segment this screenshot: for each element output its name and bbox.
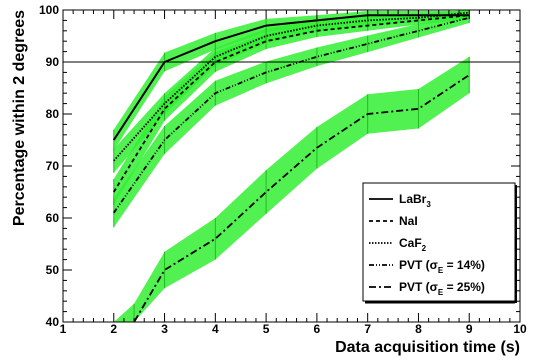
- legend-label-4: PVT (σE = 14%): [399, 258, 485, 275]
- legend-label-1: LaBr3: [399, 192, 431, 209]
- legend-label-3: CaF2: [399, 236, 427, 253]
- series-lines: [112, 11, 470, 322]
- x-tick-label: 9: [466, 322, 473, 336]
- x-tick-label: 8: [415, 322, 422, 336]
- y-tick-label: 50: [46, 263, 60, 277]
- y-tick-label: 100: [39, 3, 59, 17]
- y-axis-title: Percentage within 2 degrees: [11, 10, 28, 226]
- y-tick-label: 90: [46, 55, 60, 69]
- x-tick-label: 4: [212, 322, 219, 336]
- series-line-2: [113, 14, 470, 193]
- legend-label-2: NaI: [399, 214, 418, 228]
- series-line-3: [113, 11, 470, 162]
- x-tick-label: 5: [263, 322, 270, 336]
- error-band-4: [113, 12, 470, 228]
- legend-box: [362, 182, 516, 302]
- x-tick-label: 7: [364, 322, 371, 336]
- legend: LaBr3 NaI CaF2 PVT (σE = 14%) PVT (σE = 25%): [362, 182, 517, 304]
- error-band-3: [113, 10, 470, 173]
- y-tick-label: 80: [46, 107, 60, 121]
- x-tick-label: 3: [161, 322, 168, 336]
- y-tick-label: 60: [46, 211, 60, 225]
- x-axis-title: Data acquisition time (s): [335, 339, 520, 356]
- x-tick-label: 1: [60, 322, 67, 336]
- series-line-5: [132, 74, 470, 322]
- y-tick-label: 70: [46, 159, 60, 173]
- y-tick-label: 40: [46, 315, 60, 329]
- error-band-5: [113, 56, 470, 322]
- x-tick-label: 10: [513, 322, 527, 336]
- series-line-4: [113, 16, 470, 214]
- series-line-1: [112, 14, 470, 141]
- legend-label-5: PVT (σE = 25%): [399, 280, 485, 297]
- tick-labels: 1 2 3 4 5 6 7 8 9 10 40 50 60 70 80 90 100: [39, 3, 527, 336]
- x-tick-label: 2: [110, 322, 117, 336]
- x-tick-label: 6: [314, 322, 321, 336]
